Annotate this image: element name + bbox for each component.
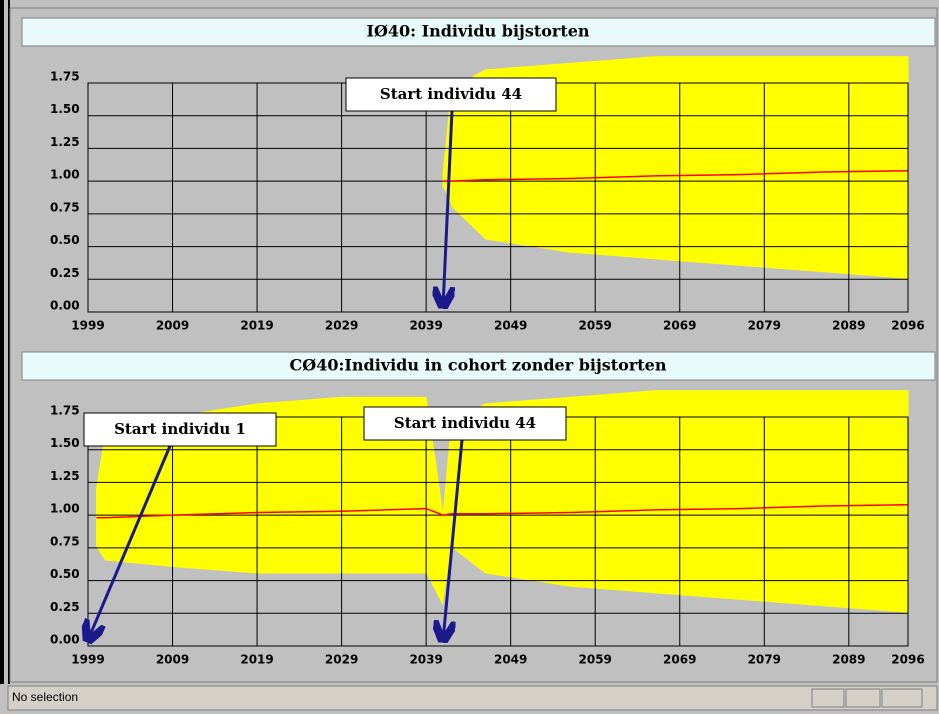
median-line	[443, 169, 909, 182]
status-pane	[845, 688, 881, 708]
y-tick-label: 0.00	[50, 633, 80, 647]
y-tick-label: 1.50	[50, 102, 80, 116]
x-tick-label: 1999	[71, 653, 104, 667]
left-border	[0, 0, 4, 684]
y-tick-label: 0.75	[50, 200, 80, 214]
y-tick-label: 0.00	[50, 299, 80, 313]
y-tick-label: 0.75	[50, 534, 80, 548]
x-tick-label: 1999	[71, 319, 104, 333]
x-tick-label: 2049	[494, 653, 527, 667]
x-tick-label: 2096	[891, 653, 924, 667]
x-tick-label: 2069	[663, 653, 696, 667]
annotation-box	[363, 406, 567, 441]
x-tick-label: 2029	[325, 319, 358, 333]
y-tick-label: 0.25	[50, 600, 80, 614]
annotation-text: Start individu 44	[380, 85, 522, 103]
x-tick-label: 2019	[240, 319, 273, 333]
status-pane	[881, 688, 923, 708]
annotation-box	[83, 412, 277, 447]
annotation-arrow	[88, 445, 172, 640]
x-tick-label: 2069	[663, 319, 696, 333]
x-tick-label: 2089	[832, 653, 865, 667]
status-text: No selection	[12, 690, 78, 704]
title-bar	[21, 17, 936, 47]
x-tick-label: 2089	[832, 319, 865, 333]
median-line	[96, 503, 909, 519]
annotation-arrow	[443, 110, 452, 306]
x-tick-label: 2009	[156, 319, 189, 333]
left-border	[8, 0, 10, 684]
annotation-text: Start individu 44	[394, 414, 536, 432]
x-tick-label: 2059	[579, 319, 612, 333]
annotation-text: Start individu 1	[114, 420, 246, 438]
annotation-arrow	[443, 439, 464, 640]
chart-title: IØ40: Individu bijstorten	[366, 22, 589, 41]
y-tick-label: 1.00	[50, 502, 80, 516]
y-tick-label: 1.25	[50, 135, 80, 149]
x-tick-label: 2009	[156, 653, 189, 667]
x-tick-label: 2079	[748, 653, 781, 667]
x-tick-label: 2039	[409, 319, 442, 333]
x-tick-label: 2029	[325, 653, 358, 667]
x-tick-label: 2096	[891, 319, 924, 333]
annotation-box	[345, 77, 557, 112]
x-tick-label: 2019	[240, 653, 273, 667]
x-tick-label: 2079	[748, 319, 781, 333]
x-tick-label: 2059	[579, 653, 612, 667]
y-tick-label: 1.75	[50, 404, 80, 418]
y-tick-label: 1.00	[50, 168, 80, 182]
status-bar	[7, 685, 938, 711]
title-bar	[21, 351, 936, 381]
y-tick-label: 0.50	[50, 567, 80, 581]
frame	[9, 7, 938, 683]
y-tick-label: 1.75	[50, 70, 80, 84]
y-tick-label: 1.25	[50, 469, 80, 483]
status-pane	[811, 688, 845, 708]
x-tick-label: 2049	[494, 319, 527, 333]
chart-title: CØ40:Individu in cohort zonder bijstorte…	[290, 356, 667, 375]
y-tick-label: 1.50	[50, 436, 80, 450]
y-tick-label: 0.25	[50, 266, 80, 280]
y-tick-label: 0.50	[50, 233, 80, 247]
x-tick-label: 2039	[409, 653, 442, 667]
